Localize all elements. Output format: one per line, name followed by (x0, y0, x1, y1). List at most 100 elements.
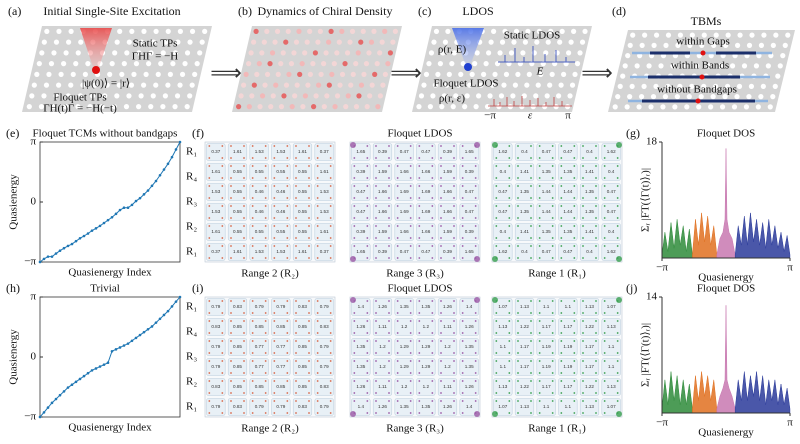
lattice-site (556, 93, 562, 99)
lattice-site (440, 157, 442, 159)
lattice-site (616, 237, 619, 239)
lattice-site (616, 225, 619, 227)
ldos-cell (459, 338, 479, 356)
lattice-site (329, 257, 332, 259)
lattice-site (761, 32, 767, 38)
lattice-site (251, 300, 254, 302)
lattice-site (170, 61, 176, 67)
ldos-cell (271, 378, 291, 396)
lattice-site (508, 320, 511, 322)
ldos-value: 1.07 (607, 404, 616, 409)
lattice-site (474, 217, 477, 219)
region-label: R₄ (186, 171, 197, 183)
lattice-site (264, 145, 267, 147)
lattice-site (472, 61, 478, 67)
lattice-site (469, 71, 475, 77)
lattice-site (409, 145, 412, 147)
lattice-site (310, 61, 316, 67)
ldos-value: 0.83 (320, 384, 329, 389)
lattice-site (560, 412, 563, 414)
lattice-site (261, 39, 267, 45)
lattice-site (440, 185, 442, 187)
lattice-site (616, 177, 619, 179)
lattice-site (109, 61, 115, 67)
lattice-site (353, 380, 356, 382)
lattice-site (418, 165, 421, 167)
lattice-site (530, 205, 532, 207)
lattice-site (230, 340, 232, 342)
lattice-site (329, 157, 332, 159)
lattice-site (560, 380, 563, 382)
ldos-cell (493, 358, 513, 376)
lattice-site (208, 177, 211, 179)
lattice-site (78, 39, 84, 45)
lattice-site (316, 197, 319, 199)
excitation-site (92, 66, 100, 74)
lattice-site (286, 400, 289, 402)
quasienergy-point (138, 333, 142, 337)
ldos-value: 0.79 (320, 364, 329, 369)
lattice-site (551, 225, 554, 227)
lattice-site (461, 165, 464, 167)
lattice-site (560, 312, 563, 314)
ldos-value: 1.19 (563, 364, 572, 369)
lattice-site (724, 83, 731, 89)
lattice-site (662, 94, 669, 100)
lattice-site (295, 340, 297, 342)
lattice-site (595, 392, 597, 394)
lattice-site (508, 332, 511, 334)
ldos-value: 1.26 (378, 404, 387, 409)
lattice-site (566, 50, 572, 56)
lattice-site (326, 39, 332, 45)
lattice-site (595, 312, 597, 314)
ldos-cell (206, 203, 226, 221)
lattice-site (251, 312, 254, 314)
lattice-site (440, 360, 442, 362)
lattice-site (396, 312, 399, 314)
lattice-site (517, 197, 519, 199)
quasienergy-point (122, 344, 126, 347)
lattice-site (538, 217, 541, 219)
ldos-cell (536, 163, 556, 181)
lattice-site (508, 145, 511, 147)
lattice-site (508, 372, 511, 374)
panel-title: Floquet LDOS (387, 128, 452, 140)
lattice-site (461, 157, 464, 159)
lattice-site (388, 177, 390, 179)
ldos-value: 1.69 (421, 209, 430, 214)
region-label: R₃ (186, 351, 197, 363)
lattice-site (616, 197, 619, 199)
lattice-site (508, 412, 511, 414)
lattice-site (396, 380, 399, 382)
lattice-site (573, 185, 576, 187)
lattice-site (388, 225, 390, 227)
lattice-site (329, 177, 332, 179)
quasienergy-point (150, 325, 154, 328)
ldos-cell (514, 358, 535, 376)
ldos-cell (394, 223, 414, 241)
lattice-site (153, 82, 159, 88)
lattice-site (221, 237, 224, 239)
lattice-site (549, 71, 555, 77)
ldos-value: 0.55 (255, 169, 264, 174)
lattice-site (358, 82, 365, 88)
lattice-site (530, 165, 532, 167)
ldos-cell (579, 398, 600, 416)
lattice-site (273, 400, 276, 402)
ldos-cell (514, 398, 535, 416)
lattice-site (474, 197, 477, 199)
lattice-site (474, 372, 477, 374)
lattice-site (533, 93, 539, 99)
lattice-site (755, 104, 761, 110)
band-diagram (628, 50, 772, 104)
lattice-site (273, 340, 276, 342)
y-tick-label: 0 (31, 351, 37, 363)
ldos-value: 1.66 (378, 189, 387, 194)
lattice-site (273, 332, 276, 334)
ldos-value: 1.62 (607, 249, 616, 254)
lattice-site (251, 412, 254, 414)
lattice-site (251, 400, 254, 402)
lattice-site (396, 145, 399, 147)
quasienergy-point (90, 229, 94, 232)
lattice-site (208, 332, 211, 334)
